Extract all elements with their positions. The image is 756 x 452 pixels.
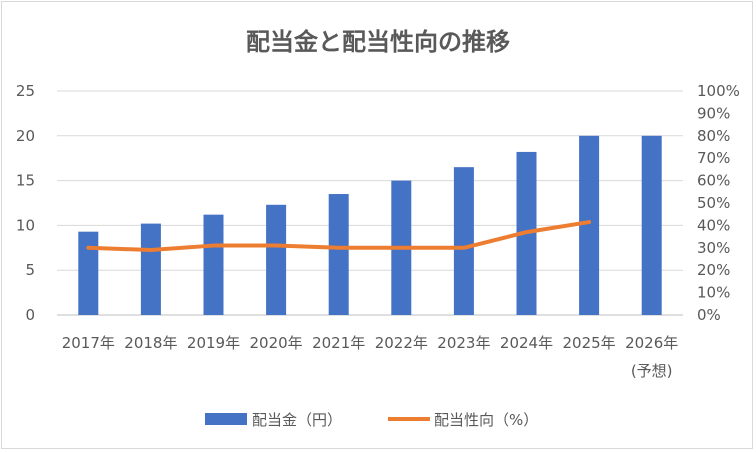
y-left-tick-label: 25 <box>16 82 35 100</box>
x-tick-label: 2020年 <box>250 334 303 352</box>
chart-title: 配当金と配当性向の推移 <box>246 28 510 56</box>
y-right-tick-label: 0% <box>697 306 721 324</box>
legend-swatch-bar <box>205 413 247 425</box>
line-series <box>86 220 592 253</box>
x-tick-label: 2022年 <box>375 334 428 352</box>
y-right-tick-label: 30% <box>697 239 730 257</box>
bar <box>203 214 224 315</box>
y-left-tick-label: 20 <box>16 127 35 145</box>
series-line <box>86 220 592 253</box>
y-axis-left: 0 5 10 15 20 25 <box>16 82 35 324</box>
legend: 配当金（円） 配当性向（%） <box>205 411 538 429</box>
bar <box>579 135 600 315</box>
x-tick-label: 2019年 <box>187 334 240 352</box>
x-tick-label: 2018年 <box>124 334 177 352</box>
legend-label-bar: 配当金（円） <box>252 411 342 429</box>
x-tick-label: 2024年 <box>500 334 553 352</box>
y-left-tick-label: 10 <box>16 216 35 234</box>
y-left-tick-label: 15 <box>16 172 35 190</box>
y-right-tick-label: 100% <box>697 82 740 100</box>
bar-series <box>78 135 662 315</box>
y-right-tick-label: 80% <box>697 127 730 145</box>
y-left-tick-label: 5 <box>25 261 35 279</box>
bar <box>140 223 161 315</box>
y-right-tick-label: 50% <box>697 194 730 212</box>
bar <box>266 204 287 315</box>
y-axis-right: 0% 10% 20% 30% 40% 50% 60% 70% 80% 90% 100% <box>697 82 740 324</box>
bar <box>641 135 662 315</box>
x-tick-label: 2021年 <box>312 334 365 352</box>
legend-label-line: 配当性向（%） <box>434 411 538 429</box>
grid <box>57 90 683 316</box>
x-axis: 2017年 2018年 2019年 2020年 2021年 2022年 2023年 2024年… <box>62 334 679 380</box>
bar <box>328 194 349 315</box>
x-tick-label: 2023年 <box>437 334 490 352</box>
x-tick-label: 2025年 <box>563 334 616 352</box>
bar <box>78 231 99 315</box>
y-right-tick-label: 40% <box>697 216 730 234</box>
x-tick-label: 2017年 <box>62 334 115 352</box>
y-right-tick-label: 60% <box>697 172 730 190</box>
y-left-tick-label: 0 <box>25 306 35 324</box>
y-right-tick-label: 10% <box>697 284 730 302</box>
y-right-tick-label: 20% <box>697 261 730 279</box>
bar <box>453 167 474 315</box>
x-tick-label: 2026年 <box>625 334 678 352</box>
y-right-tick-label: 90% <box>697 104 730 122</box>
y-right-tick-label: 70% <box>697 149 730 167</box>
x-tick-label: (予想) <box>631 362 673 380</box>
